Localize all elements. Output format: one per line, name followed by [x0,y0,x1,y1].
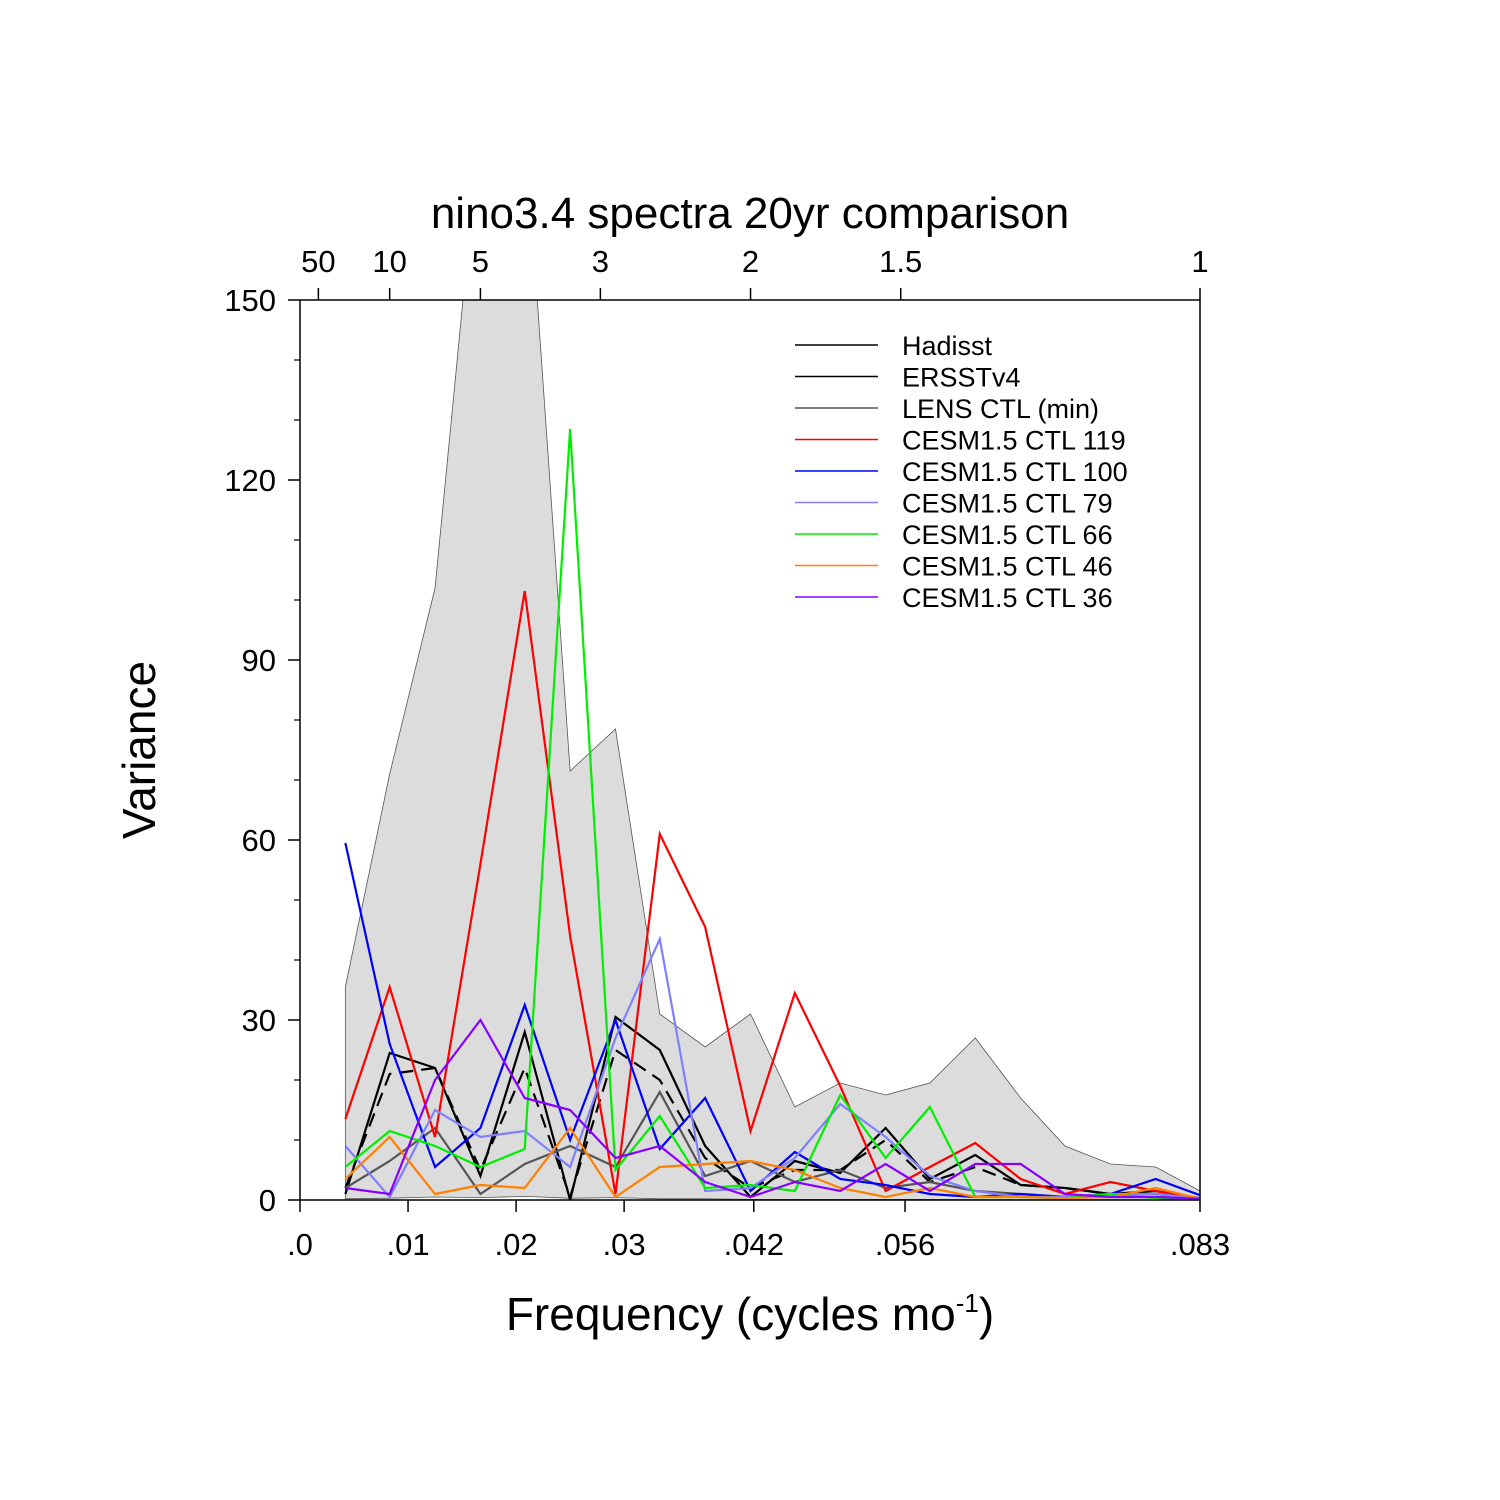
legend-label-4: CESM1.5 CTL 100 [902,457,1128,487]
x-axis-label: Frequency (cycles mo-1) [506,1288,994,1340]
legend-label-8: CESM1.5 CTL 36 [902,583,1113,613]
y-tick-label-0: 0 [259,1183,276,1218]
legend-label-7: CESM1.5 CTL 46 [902,552,1113,582]
x-tick-label-3: .03 [603,1227,646,1262]
series-line-3 [344,590,1200,1200]
series-line-8 [345,1018,1200,1200]
axis-layer: 0 30 60 90 120 150 .0 .01 .02 .03 .042 .056 .083 50 10… [224,244,1230,1262]
y-tick-label-4: 120 [224,463,276,498]
x-tick-label-1: .01 [386,1227,429,1262]
y-axis-label: Variance [113,661,165,839]
chart-title: nino3.4 spectra 20yr comparison [431,189,1069,238]
x-axis-label-superscript: -1 [956,1288,979,1318]
x-tick-label-2: .02 [495,1227,538,1262]
series-line-7 [344,1126,1200,1200]
top-tick-label-4: 2 [742,244,759,279]
x-tick-label-6: .083 [1170,1227,1230,1262]
legend-label-1: ERSSTv4 [902,363,1021,393]
x-axis-label-main: Frequency (cycles mo [506,1288,956,1340]
lens-envelope-area [344,300,1200,1200]
top-tick-label-0: 50 [301,244,335,279]
top-tick-label-6: 1 [1191,244,1208,279]
top-tick-label-5: 1.5 [879,244,922,279]
x-tick-label-4: .042 [724,1227,784,1262]
series-layer [344,428,1200,1200]
legend-label-5: CESM1.5 CTL 79 [902,489,1113,519]
legend-label-6: CESM1.5 CTL 66 [902,520,1113,550]
top-tick-label-3: 3 [592,244,609,279]
legend-label-0: Hadisst [902,331,993,361]
legend-label-2: LENS CTL (min) [902,394,1099,424]
y-tick-label-3: 90 [242,643,276,678]
x-tick-label-0: .0 [287,1227,313,1262]
y-tick-label-1: 30 [242,1003,276,1038]
x-tick-label-5: .056 [875,1227,935,1262]
legend-label-3: CESM1.5 CTL 119 [902,426,1126,456]
top-tick-label-2: 5 [472,244,489,279]
y-tick-label-2: 60 [242,823,276,858]
top-tick-label-1: 10 [372,244,406,279]
envelope-layer [344,300,1200,1200]
y-tick-label-5: 150 [224,283,276,318]
x-axis-label-close: ) [979,1288,994,1340]
series-line-1 [344,1048,1200,1200]
